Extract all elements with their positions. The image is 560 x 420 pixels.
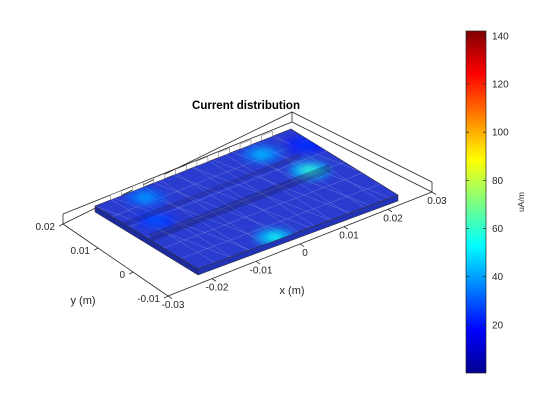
chart-title: Current distribution xyxy=(192,100,300,112)
edge-tab xyxy=(131,181,144,192)
y-tick-label: -0.01 xyxy=(137,294,160,305)
x-tick-label: 0.01 xyxy=(339,231,359,242)
mesh-line xyxy=(212,159,351,213)
x-tick-label: -0.03 xyxy=(162,300,185,311)
y-axis-line xyxy=(62,223,169,297)
mesh-line xyxy=(153,182,291,236)
mesh-line xyxy=(180,183,381,259)
x-tick-mark xyxy=(167,295,173,299)
x-axis-ticks: -0.03 -0.02 -0.01 0 0.01 0.02 0.03 xyxy=(162,191,447,311)
colorbar-label: uA/m xyxy=(516,192,526,212)
mesh-line xyxy=(173,174,311,228)
x-tick-mark xyxy=(299,243,305,247)
mesh-line xyxy=(192,167,331,221)
edge-tab xyxy=(110,190,122,201)
y-axis-label: y (m) xyxy=(70,295,95,307)
mesh-line xyxy=(209,160,315,227)
mesh-line xyxy=(111,199,215,264)
y-tick-mark xyxy=(128,271,134,275)
hotspot-core xyxy=(136,193,155,202)
x-tick-mark xyxy=(255,260,261,265)
edge-tab xyxy=(153,173,166,184)
hotspot-core xyxy=(252,150,271,159)
colorbar-ticks: 20 40 60 80 100 120 140 xyxy=(466,31,509,331)
x-tick-mark xyxy=(431,191,437,195)
y-tick-mark xyxy=(163,295,169,299)
mesh-line xyxy=(176,173,282,239)
edge-tabs xyxy=(110,130,273,201)
hotspot-core xyxy=(147,216,166,225)
mesh-line xyxy=(114,198,251,250)
mesh-line xyxy=(163,172,363,249)
y-tick-label: 0 xyxy=(119,270,125,281)
hotspot-core xyxy=(300,166,319,175)
plate xyxy=(94,128,399,276)
y-tick-label: 0.01 xyxy=(71,246,91,257)
colorbar: 20 40 60 80 100 120 140 uA/m xyxy=(465,30,526,374)
edge-tab xyxy=(261,130,273,141)
colorbar-tick-label: 120 xyxy=(492,79,509,90)
x-tick-mark xyxy=(343,226,349,230)
mesh-line xyxy=(160,180,265,245)
hotspot-core xyxy=(296,140,315,149)
colorbar-tick-label: 140 xyxy=(492,31,509,42)
colorbar-tick-label: 100 xyxy=(492,128,509,139)
edge-tab xyxy=(239,139,252,150)
colorbar-gradient xyxy=(465,30,487,374)
y-tick-mark xyxy=(58,223,64,227)
x-tick-label: -0.02 xyxy=(206,283,229,294)
edge-tab xyxy=(175,164,187,175)
x-tick-label: 0.02 xyxy=(383,213,403,224)
x-tick-mark xyxy=(211,278,217,282)
edge-tab xyxy=(196,156,209,167)
colorbar-tick-label: 80 xyxy=(492,176,504,187)
x-axis-label: x (m) xyxy=(279,285,304,297)
x-tick-label: 0 xyxy=(302,248,308,259)
colorbar-tick-label: 60 xyxy=(492,224,504,235)
trace-band xyxy=(119,153,301,229)
colorbar-tick-label: 20 xyxy=(492,320,504,331)
mesh-line xyxy=(95,205,231,258)
x-tick-label: -0.01 xyxy=(250,265,273,276)
x-tick-mark xyxy=(387,208,393,213)
x-tick-label: 0.03 xyxy=(427,196,447,207)
y-axis-ticks: -0.01 0 0.01 0.02 xyxy=(36,222,169,305)
colorbar-tick-label: 40 xyxy=(492,272,504,283)
mesh-line xyxy=(192,167,299,233)
y-tick-label: 0.02 xyxy=(36,222,56,233)
trace-band xyxy=(148,164,332,242)
hotspot-layer xyxy=(125,136,330,246)
edge-tab xyxy=(218,147,230,158)
y-tick-mark xyxy=(93,247,99,251)
mesh-line xyxy=(225,154,332,220)
